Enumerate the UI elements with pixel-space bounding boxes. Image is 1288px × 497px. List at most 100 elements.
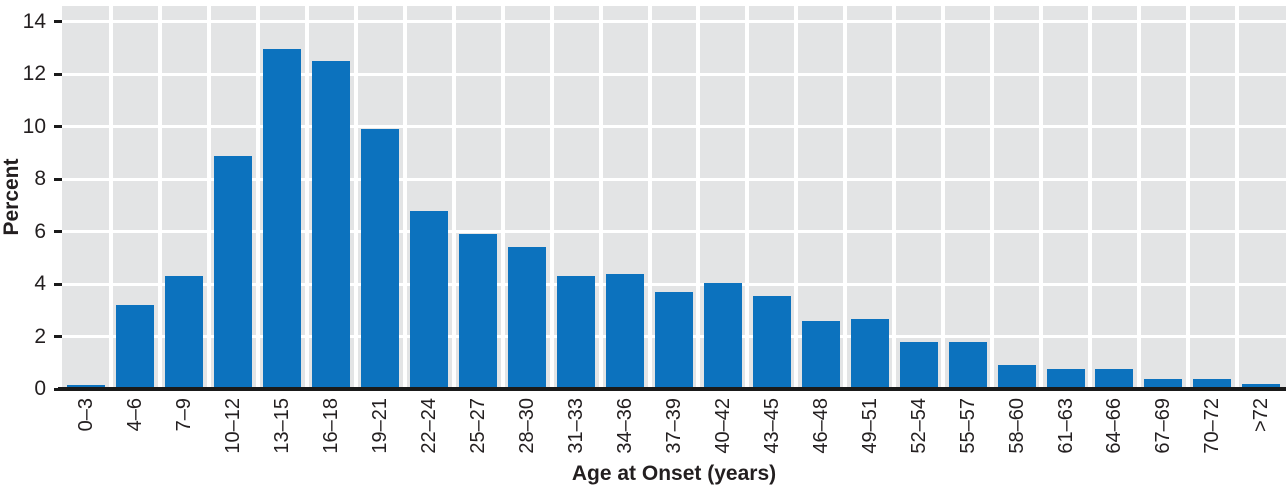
x-axis-tick-labels: 0–3 4–6 7–9 10–12 13–15 16–18 19–21 22–24 25–27 2… bbox=[62, 398, 1286, 460]
x-tick-label: 52–54 bbox=[907, 398, 930, 454]
v-gridline bbox=[843, 6, 848, 389]
bar-column bbox=[894, 6, 943, 389]
x-tick-cell: 64–66 bbox=[1090, 398, 1139, 460]
x-tick-cell: 67–69 bbox=[1139, 398, 1188, 460]
y-tick-label: 0 bbox=[34, 377, 46, 400]
bar-column bbox=[1188, 6, 1237, 389]
x-tick-cell: 10–12 bbox=[209, 398, 258, 460]
x-tick-cell: 25–27 bbox=[454, 398, 503, 460]
bar-column bbox=[1090, 6, 1139, 389]
x-tick-cell: 49–51 bbox=[845, 398, 894, 460]
x-tick-label: >72 bbox=[1250, 398, 1273, 432]
x-tick-label: 31–33 bbox=[565, 398, 587, 454]
x-tick-label: 61–63 bbox=[1054, 398, 1077, 454]
x-tick-cell: 40–42 bbox=[698, 398, 747, 460]
bar-column bbox=[649, 6, 698, 389]
bar-column bbox=[405, 6, 454, 389]
bar bbox=[508, 247, 547, 389]
bar bbox=[703, 282, 742, 389]
x-tick-cell: 22–24 bbox=[405, 398, 454, 460]
bar-column bbox=[698, 6, 747, 389]
bar bbox=[410, 210, 449, 389]
v-gridline bbox=[794, 6, 799, 389]
y-tick-mark bbox=[54, 230, 62, 234]
x-tick-label: 7–9 bbox=[173, 398, 196, 432]
bar bbox=[1046, 369, 1085, 389]
bar bbox=[361, 129, 400, 389]
v-gridline bbox=[745, 6, 750, 389]
bar bbox=[557, 276, 595, 389]
x-tick-label: 34–36 bbox=[613, 398, 636, 454]
x-tick-cell: 34–36 bbox=[600, 398, 649, 460]
v-gridline bbox=[206, 6, 211, 389]
y-tick-label: 12 bbox=[22, 62, 46, 86]
x-tick-cell: 13–15 bbox=[258, 398, 307, 460]
y-axis: 0 2 4 6 8 10 12 14 bbox=[0, 0, 62, 497]
bar-column bbox=[160, 6, 209, 389]
y-tick-label: 10 bbox=[22, 114, 46, 138]
y-tick-mark bbox=[54, 125, 62, 129]
y-tick-mark bbox=[54, 335, 62, 339]
x-tick-cell: >72 bbox=[1237, 398, 1286, 460]
v-gridline bbox=[941, 6, 946, 389]
v-gridline bbox=[157, 6, 162, 389]
bar bbox=[165, 276, 204, 389]
bar-column bbox=[62, 6, 111, 389]
x-tick-label: 19–21 bbox=[369, 398, 392, 454]
v-gridline bbox=[451, 6, 456, 389]
x-tick-label: 10–12 bbox=[222, 398, 245, 454]
h-gridline bbox=[62, 177, 1286, 181]
v-gridline bbox=[647, 6, 652, 389]
v-gridline bbox=[402, 6, 407, 389]
v-gridline bbox=[304, 6, 309, 389]
x-tick-cell: 37–39 bbox=[649, 398, 698, 460]
x-tick-label: 22–24 bbox=[418, 398, 441, 454]
bar bbox=[1242, 383, 1281, 389]
bar bbox=[312, 61, 351, 389]
bar-column bbox=[845, 6, 894, 389]
v-gridline bbox=[1186, 6, 1191, 389]
x-tick-cell: 16–18 bbox=[307, 398, 356, 460]
bar-column bbox=[209, 6, 258, 389]
x-tick-cell: 0–3 bbox=[62, 398, 111, 460]
v-gridline bbox=[990, 6, 995, 389]
bar bbox=[263, 49, 302, 389]
bar bbox=[997, 365, 1036, 389]
v-gridline bbox=[1039, 6, 1044, 389]
bar-column bbox=[552, 6, 601, 389]
x-tick-label: 13–15 bbox=[271, 398, 294, 454]
x-tick-cell: 46–48 bbox=[796, 398, 845, 460]
bar bbox=[1144, 378, 1183, 389]
y-tick-label: 4 bbox=[34, 272, 46, 296]
x-tick-cell: 55–57 bbox=[943, 398, 992, 460]
bar bbox=[948, 341, 987, 389]
x-tick-label: 0–3 bbox=[75, 398, 98, 432]
x-tick-cell: 28–30 bbox=[503, 398, 552, 460]
x-tick-label: 49–51 bbox=[858, 398, 881, 454]
bar-column bbox=[1041, 6, 1090, 389]
bar bbox=[801, 320, 840, 389]
bar-column bbox=[454, 6, 503, 389]
bar bbox=[459, 234, 498, 389]
x-tick-cell: 19–21 bbox=[356, 398, 405, 460]
v-gridline bbox=[1137, 6, 1142, 389]
bar-column bbox=[258, 6, 307, 389]
y-tick-label: 14 bbox=[22, 9, 46, 33]
v-gridline bbox=[549, 6, 554, 389]
bar-column bbox=[356, 6, 405, 389]
x-tick-cell: 43–45 bbox=[747, 398, 796, 460]
x-tick-cell: 70–72 bbox=[1188, 398, 1237, 460]
x-tick-label: 58–60 bbox=[1005, 398, 1028, 454]
v-gridline bbox=[353, 6, 358, 389]
y-tick-label: 8 bbox=[34, 167, 46, 191]
x-tick-label: 55–57 bbox=[956, 398, 979, 454]
x-tick-cell: 7–9 bbox=[160, 398, 209, 460]
h-gridline bbox=[62, 282, 1286, 286]
x-tick-label: 70–72 bbox=[1201, 398, 1224, 454]
v-gridline bbox=[696, 6, 701, 389]
y-tick-mark bbox=[54, 177, 62, 181]
v-gridline bbox=[892, 6, 897, 389]
x-tick-label: 40–42 bbox=[711, 398, 734, 454]
y-tick-label: 6 bbox=[34, 219, 46, 243]
